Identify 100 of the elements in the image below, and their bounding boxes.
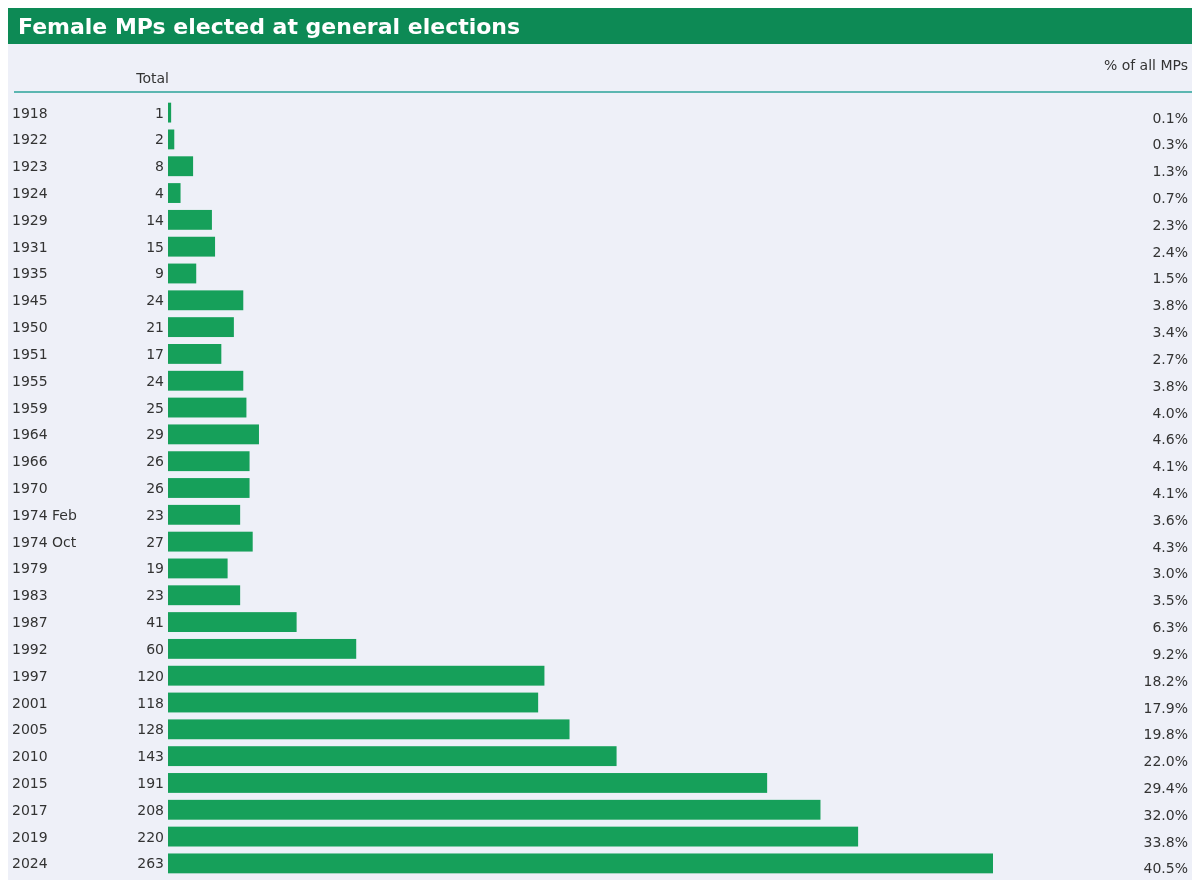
data-label: 191	[137, 774, 164, 791]
data-label: 27	[146, 533, 164, 550]
data-label: 2	[155, 131, 164, 148]
data-label: 1	[155, 104, 164, 121]
text: 3.4%	[1152, 324, 1188, 341]
y-tick-label: 2001	[12, 694, 48, 711]
bar	[168, 183, 181, 203]
y-tick-label: 1931	[12, 238, 48, 255]
y-tick-label: 1964	[12, 426, 48, 443]
data-label: 208	[137, 801, 164, 818]
bar	[168, 344, 222, 364]
bar	[168, 746, 617, 767]
text: 4.1%	[1152, 485, 1188, 501]
y-tick-label: 1974 Feb	[12, 506, 77, 523]
y-tick-label: 1945	[12, 292, 48, 309]
text: 9.2%	[1152, 645, 1188, 662]
bar	[168, 585, 241, 606]
text: 2.4%	[1152, 243, 1188, 260]
y-tick-label: 1979	[12, 560, 48, 577]
bar	[168, 156, 194, 177]
bar	[168, 317, 234, 338]
bar	[168, 799, 821, 820]
text: 0.3%	[1152, 136, 1188, 153]
text: 19.8%	[1143, 726, 1188, 743]
y-tick-label: 1987	[12, 614, 48, 631]
data-label: 23	[146, 587, 164, 604]
y-tick-label: 2010	[12, 748, 48, 765]
y-tick-label: 1950	[12, 319, 48, 336]
bar	[168, 638, 357, 659]
data-label: 8	[155, 158, 164, 175]
bar	[168, 504, 241, 525]
text: 33.8%	[1143, 833, 1188, 850]
bar	[168, 531, 253, 552]
text: 1.5%	[1152, 270, 1188, 287]
y-tick-label: 1922	[12, 131, 48, 148]
bar	[168, 826, 859, 847]
y-tick-label: 1951	[12, 345, 48, 362]
y-tick-label: 1970	[12, 480, 48, 496]
text: Total	[135, 70, 169, 86]
data-label: 26	[146, 480, 165, 496]
y-tick-label: 1955	[12, 372, 48, 389]
text: 6.3%	[1152, 619, 1188, 636]
y-tick-label: 1974 Oct	[12, 533, 77, 550]
text: 3.8%	[1152, 377, 1188, 394]
y-tick-label: 1983	[12, 587, 48, 604]
text: 0.1%	[1152, 109, 1188, 126]
y-tick-label: 1959	[12, 399, 48, 416]
bar	[168, 558, 228, 579]
data-label: 21	[146, 319, 164, 336]
data-label: 24	[146, 372, 165, 389]
data-label: 19	[146, 560, 164, 577]
data-label: 41	[146, 614, 164, 631]
text: 2.7%	[1152, 350, 1188, 367]
data-label: 14	[146, 211, 165, 228]
data-label: 17	[146, 345, 164, 362]
data-label: 263	[137, 855, 164, 872]
text: 4.6%	[1152, 431, 1188, 448]
bar	[168, 236, 216, 257]
bar	[168, 263, 197, 284]
y-tick-label: 1923	[12, 158, 48, 175]
y-tick-label: 1918	[12, 104, 48, 121]
data-label: 26	[146, 453, 165, 470]
bar	[168, 424, 259, 445]
data-label: 60	[146, 640, 164, 657]
y-tick-label: 1935	[12, 265, 48, 282]
bar	[168, 129, 175, 150]
text: 3.8%	[1152, 297, 1188, 314]
y-tick-label: 2019	[12, 828, 48, 845]
text: 22.0%	[1143, 753, 1188, 770]
text: 4.0%	[1152, 404, 1188, 421]
bar	[168, 478, 250, 498]
bar	[168, 665, 545, 686]
data-label: 15	[146, 238, 164, 255]
bar	[168, 370, 244, 391]
y-tick-label: 2024	[12, 855, 48, 872]
y-tick-label: 2017	[12, 801, 48, 818]
text: 32.0%	[1143, 806, 1188, 823]
y-tick-label: 2015	[12, 774, 48, 791]
text: 4.1%	[1152, 458, 1188, 475]
text: % of all MPs	[1103, 57, 1188, 73]
y-tick-label: 1924	[12, 185, 48, 202]
data-label: 143	[137, 748, 164, 765]
y-tick-label: 1997	[12, 667, 48, 684]
data-label: 25	[146, 399, 164, 416]
text: 0.7%	[1152, 190, 1188, 207]
text: 3.6%	[1152, 511, 1188, 528]
bar	[168, 451, 250, 472]
data-label: 23	[146, 506, 164, 523]
chart-title: Female MPs elected at general elections	[18, 14, 521, 39]
bar	[168, 719, 570, 740]
data-label: 24	[146, 292, 165, 309]
y-tick-label: 1966	[12, 453, 48, 470]
bar	[168, 853, 993, 874]
text: 3.0%	[1152, 565, 1188, 582]
bar	[168, 612, 297, 632]
data-label: 128	[137, 721, 164, 738]
text: 29.4%	[1143, 779, 1188, 796]
bar	[168, 290, 244, 311]
data-label: 220	[137, 828, 164, 845]
text: 3.5%	[1152, 592, 1188, 609]
